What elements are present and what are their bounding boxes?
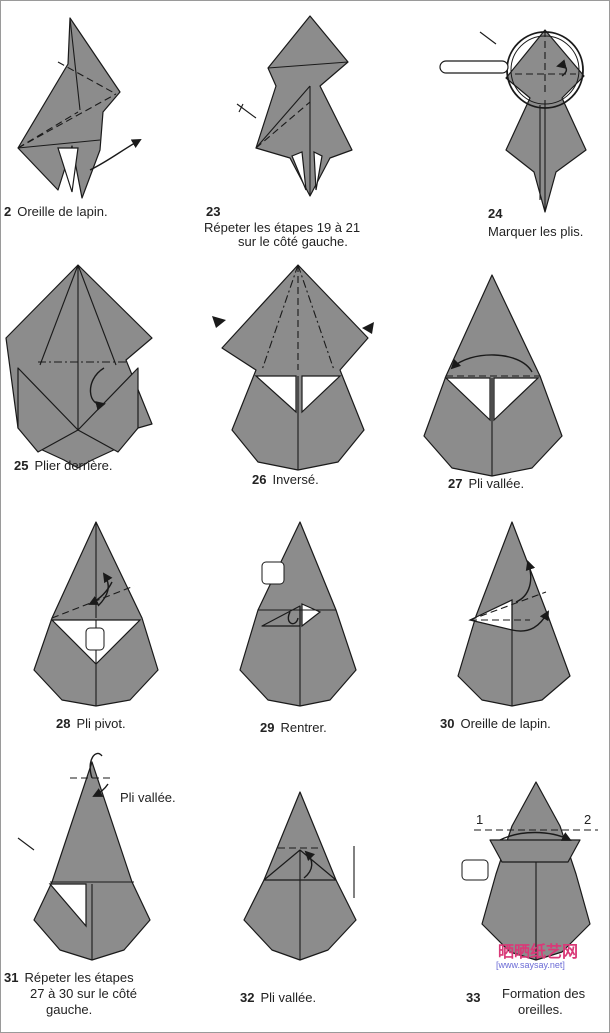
caption-step-26: 26 Inversé. (252, 472, 319, 488)
step-text: Inversé. (272, 472, 319, 487)
step-31-diagram (17, 752, 151, 961)
step-33-diagram (461, 781, 598, 961)
caption-step-2: 2 Oreille de lapin. (4, 204, 108, 220)
step-29-diagram (239, 521, 357, 707)
watermark-text: 晒晒纸艺网 (498, 944, 579, 961)
annotation-pli-vallee: Pli vallée. (120, 790, 176, 806)
mark-2: 2 (584, 812, 591, 828)
caption-step-32: 32 Pli vallée. (240, 990, 316, 1006)
step-text-2: sur le côté gauche. (238, 234, 348, 249)
step-number: 30 (440, 716, 455, 731)
step-text: Rentrer. (280, 720, 327, 735)
caption-step-23-line1: Répeter les étapes 19 à 21 (204, 220, 360, 236)
watermark-logo: 晒晒纸艺网 (498, 938, 606, 976)
caption-step-31: 31 Répeter les étapes (4, 970, 134, 986)
step-2-diagram (17, 17, 142, 199)
step-number: 32 (240, 990, 255, 1005)
caption-step-24: 24 (488, 206, 508, 222)
mark-2-text: 2 (584, 812, 592, 827)
step-24-diagram (439, 29, 587, 213)
step-number: 25 (14, 458, 29, 473)
step-text: Plier derrière. (34, 458, 113, 473)
step-number: 23 (206, 204, 221, 219)
caption-step-33-line1: Formation des (502, 986, 585, 1002)
caption-step-24-text: Marquer les plis. (488, 224, 583, 240)
caption-step-29: 29 Rentrer. (260, 720, 327, 736)
step-text: Marquer les plis. (488, 224, 584, 239)
step-number: 29 (260, 720, 275, 735)
step-number: 31 (4, 970, 19, 985)
step-number: 26 (252, 472, 267, 487)
step-text: Pli vallée. (260, 990, 317, 1005)
step-number: 33 (466, 990, 481, 1005)
watermark-url: [www.saysay.net] (496, 960, 565, 970)
step-text-3: gauche. (46, 1002, 93, 1017)
caption-step-23-line2: sur le côté gauche. (238, 234, 348, 250)
caption-step-30: 30 Oreille de lapin. (440, 716, 551, 732)
step-text: Oreille de lapin. (17, 204, 108, 219)
step-number: 28 (56, 716, 71, 731)
step-32-diagram (243, 791, 357, 961)
step-23-diagram (236, 15, 353, 197)
mark-1: 1 (476, 812, 483, 828)
caption-step-23: 23 (206, 204, 226, 220)
caption-step-33: 33 (466, 990, 486, 1006)
step-text: Répeter les étapes 19 à 21 (204, 220, 361, 235)
step-number: 27 (448, 476, 463, 491)
step-text-2: 27 à 30 sur le côté (30, 986, 137, 1001)
step-text: Formation des (502, 986, 586, 1001)
caption-step-33-line2: oreilles. (518, 1002, 563, 1018)
annotation-text: Pli vallée. (120, 790, 176, 805)
caption-step-31-line2: 27 à 30 sur le côté (30, 986, 137, 1002)
caption-step-27: 27 Pli vallée. (448, 476, 524, 492)
caption-step-25: 25 Plier derrière. (14, 458, 113, 474)
step-text-2: oreilles. (518, 1002, 563, 1017)
mark-1-text: 1 (476, 812, 484, 827)
caption-step-28: 28 Pli pivot. (56, 716, 126, 732)
step-28-diagram (33, 521, 159, 707)
watermark-url-text: [www.saysay.net] (496, 960, 565, 970)
step-26-diagram (212, 264, 374, 471)
step-30-diagram (457, 521, 571, 707)
step-text: Pli vallée. (468, 476, 525, 491)
step-number: 24 (488, 206, 503, 221)
step-27-diagram (423, 274, 563, 477)
step-25-diagram (5, 264, 153, 469)
step-text: Répeter les étapes (24, 970, 134, 985)
caption-step-31-line3: gauche. (46, 1002, 92, 1018)
step-number: 2 (4, 204, 12, 219)
step-text: Pli pivot. (76, 716, 126, 731)
step-text: Oreille de lapin. (460, 716, 551, 731)
